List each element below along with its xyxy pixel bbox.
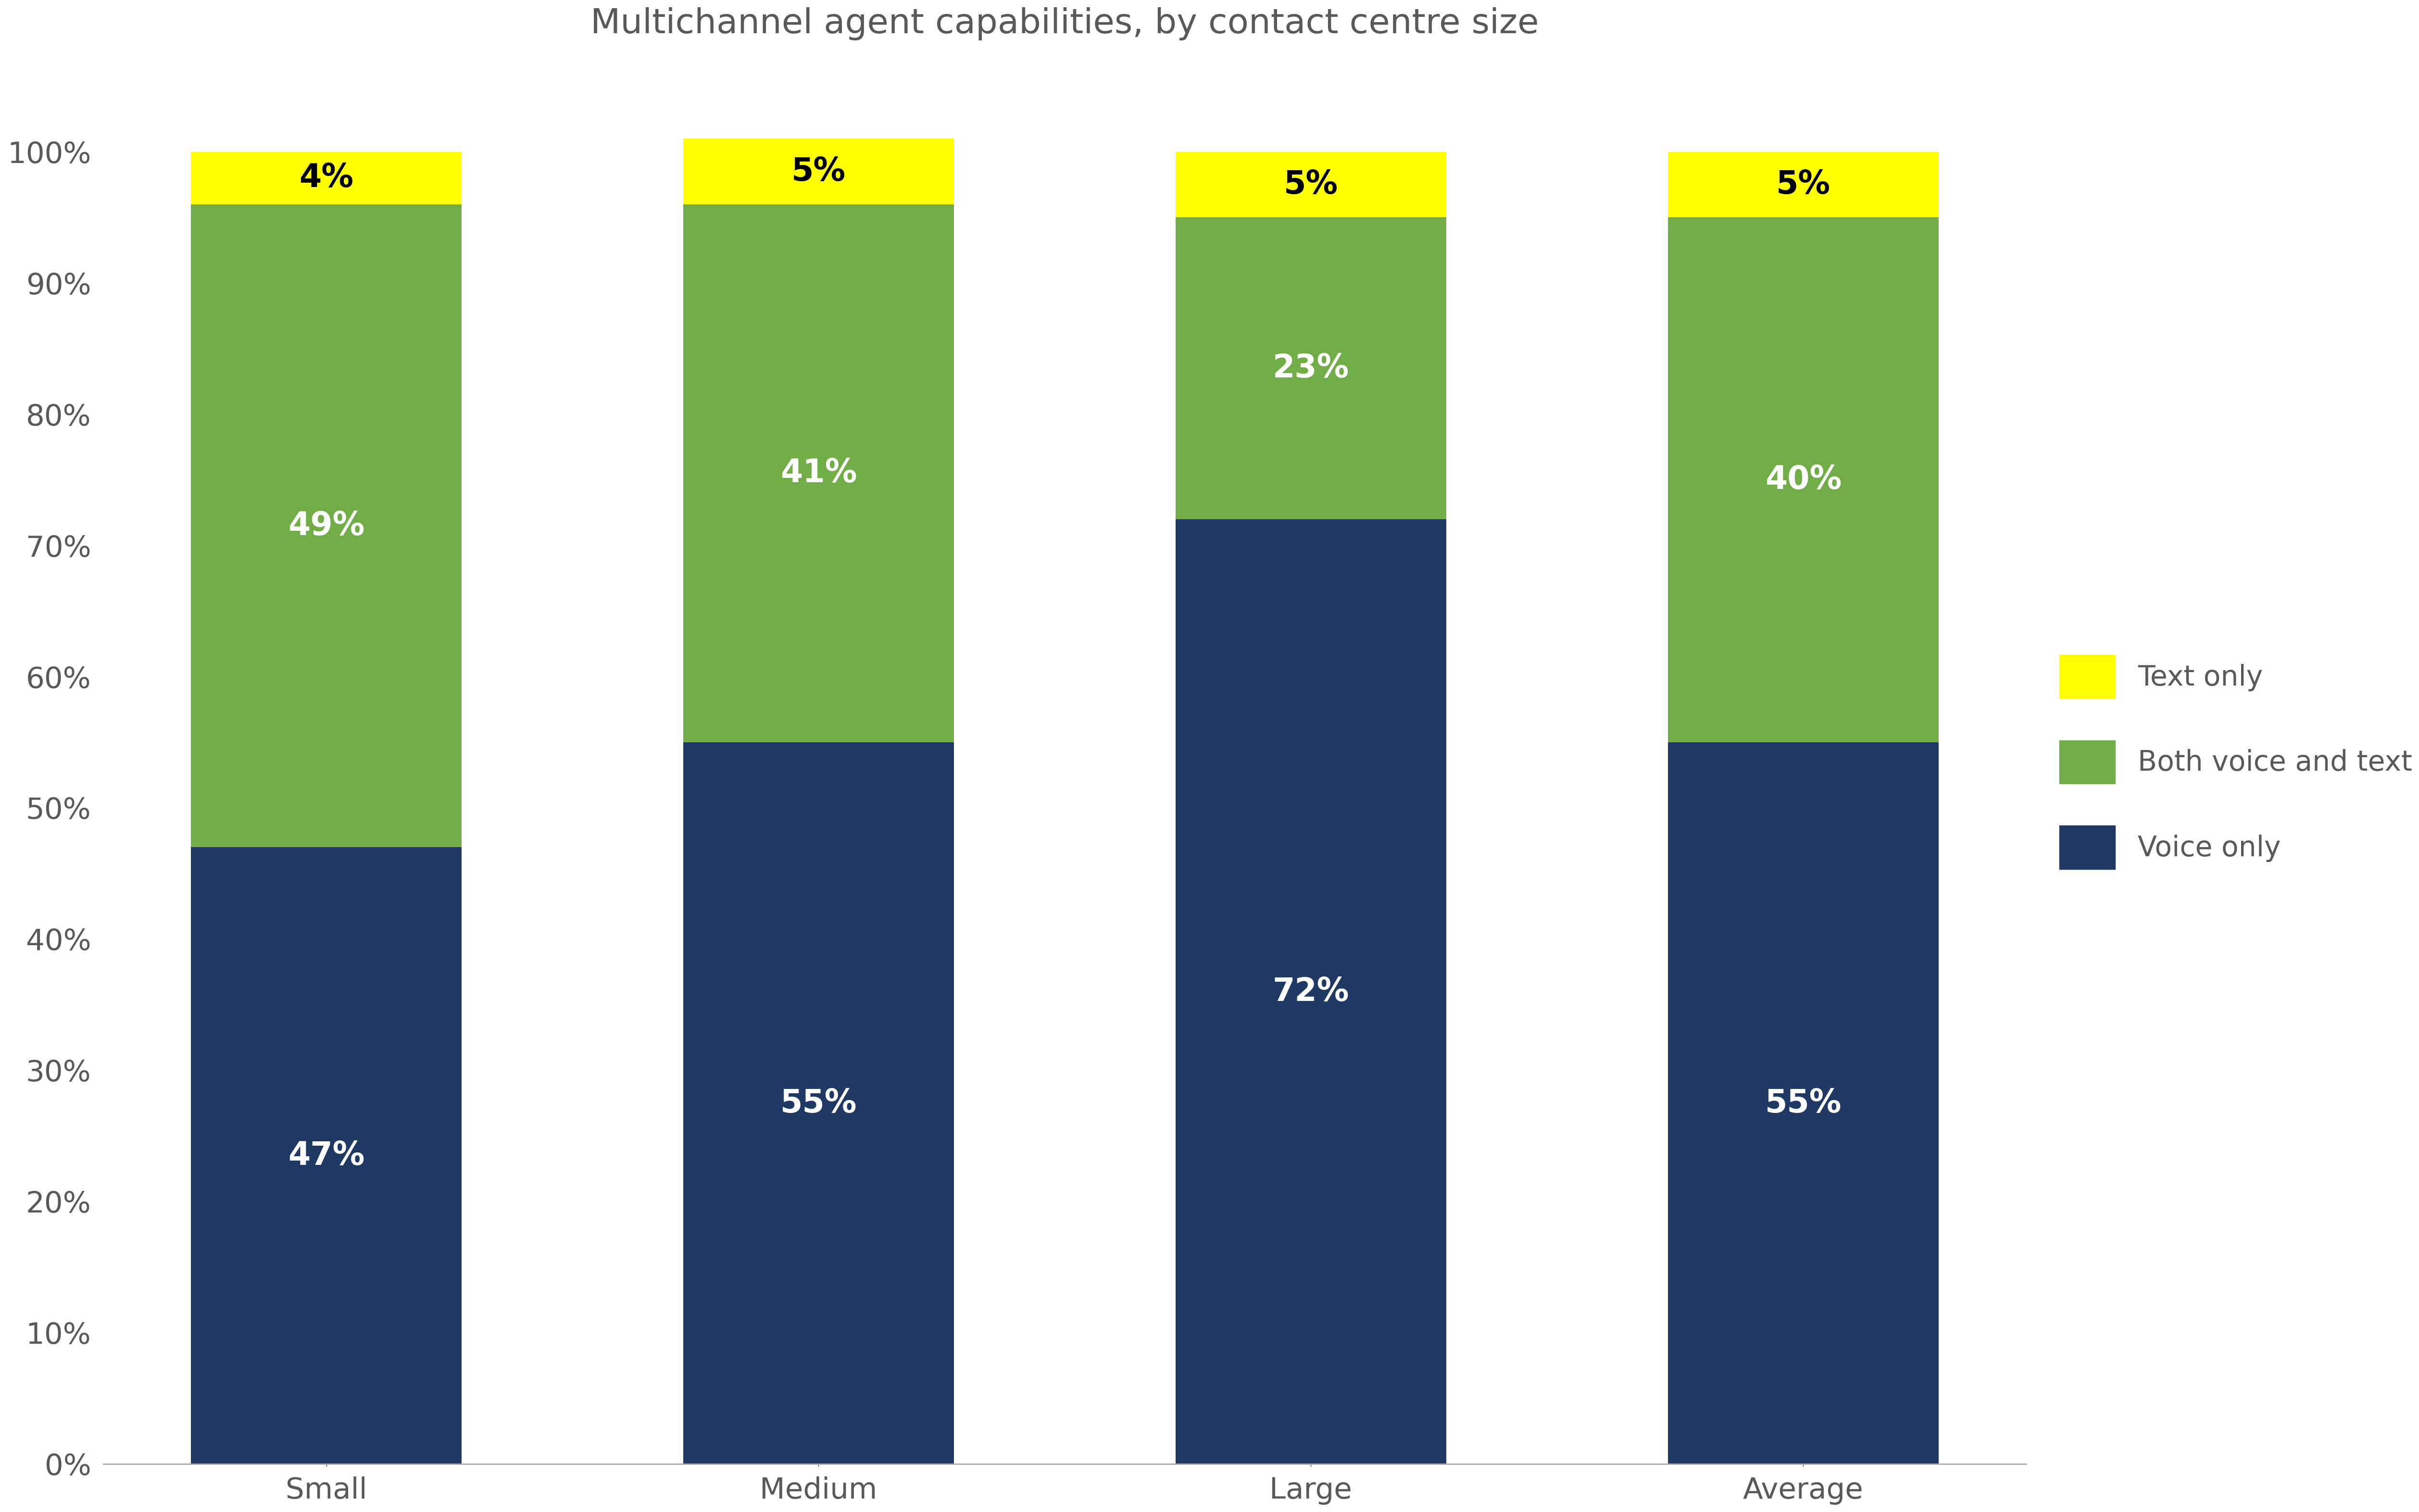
Bar bbox=[191, 151, 462, 204]
Bar bbox=[191, 204, 462, 847]
Text: 5%: 5% bbox=[1284, 169, 1338, 201]
Legend: Text only, Both voice and text, Voice only: Text only, Both voice and text, Voice on… bbox=[2059, 655, 2412, 869]
Text: 5%: 5% bbox=[791, 156, 847, 187]
Bar bbox=[1667, 151, 1938, 218]
Bar bbox=[191, 847, 462, 1464]
Text: 40%: 40% bbox=[1766, 464, 1841, 496]
Text: 23%: 23% bbox=[1272, 352, 1350, 384]
Bar bbox=[1176, 519, 1447, 1464]
Bar bbox=[682, 139, 953, 204]
Text: 4%: 4% bbox=[300, 162, 353, 194]
Text: 41%: 41% bbox=[781, 458, 856, 488]
Bar bbox=[1667, 218, 1938, 742]
Bar bbox=[1667, 742, 1938, 1464]
Text: 55%: 55% bbox=[781, 1087, 856, 1119]
Bar bbox=[1176, 151, 1447, 218]
Text: 72%: 72% bbox=[1272, 975, 1350, 1007]
Bar bbox=[682, 204, 953, 742]
Text: 49%: 49% bbox=[288, 510, 365, 541]
Bar bbox=[1176, 218, 1447, 519]
Text: 47%: 47% bbox=[288, 1140, 365, 1172]
Title: Multichannel agent capabilities, by contact centre size: Multichannel agent capabilities, by cont… bbox=[590, 8, 1538, 41]
Text: 55%: 55% bbox=[1766, 1087, 1841, 1119]
Bar bbox=[682, 742, 953, 1464]
Text: 5%: 5% bbox=[1776, 169, 1831, 201]
